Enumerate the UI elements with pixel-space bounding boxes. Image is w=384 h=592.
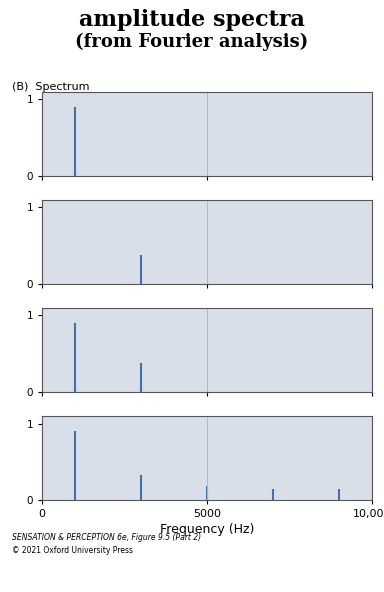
Text: amplitude spectra: amplitude spectra <box>79 9 305 31</box>
Text: (B)  Spectrum: (B) Spectrum <box>12 82 89 92</box>
Text: (from Fourier analysis): (from Fourier analysis) <box>75 33 309 51</box>
Text: © 2021 Oxford University Press: © 2021 Oxford University Press <box>12 546 132 555</box>
X-axis label: Frequency (Hz): Frequency (Hz) <box>160 523 255 536</box>
Text: SENSATION & PERCEPTION 6e, Figure 9.5 (Part 2): SENSATION & PERCEPTION 6e, Figure 9.5 (P… <box>12 533 201 542</box>
